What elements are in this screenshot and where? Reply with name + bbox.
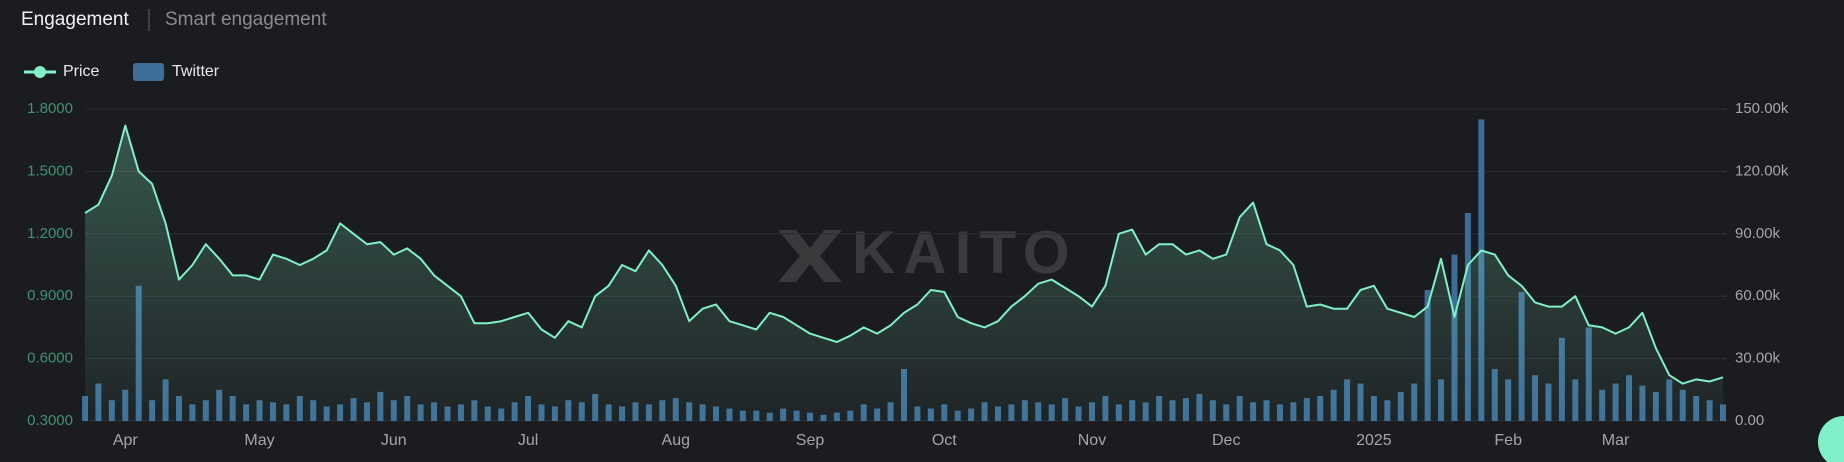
- watermark-logo: [778, 230, 842, 282]
- y2-tick-label: 150.00k: [1735, 100, 1789, 117]
- x-tick-label: Sep: [796, 432, 825, 449]
- y-tick-label: 0.6000: [27, 350, 73, 367]
- y2-tick-label: 60.00k: [1735, 287, 1781, 304]
- price-area: [85, 125, 1723, 421]
- legend-swatch: [133, 63, 164, 81]
- x-tick-label: Dec: [1212, 432, 1240, 449]
- x-tick-label: Mar: [1602, 432, 1630, 449]
- y2-tick-label: 90.00k: [1735, 225, 1781, 242]
- x-tick-label: Jun: [381, 432, 407, 449]
- x-tick-label: 2025: [1356, 432, 1392, 449]
- x-tick-label: May: [244, 432, 274, 449]
- legend-label: Price: [63, 63, 100, 80]
- tab[interactable]: Engagement: [21, 9, 129, 30]
- help-button[interactable]: [1818, 416, 1844, 462]
- y2-tick-label: 120.00k: [1735, 162, 1789, 179]
- legend-marker: [34, 66, 46, 78]
- y-tick-label: 1.2000: [27, 225, 73, 242]
- y-tick-label: 0.9000: [27, 287, 73, 304]
- y-tick-label: 1.5000: [27, 162, 73, 179]
- x-tick-label: Nov: [1078, 432, 1106, 449]
- y-tick-label: 1.8000: [27, 100, 73, 117]
- legend-label: Twitter: [172, 63, 220, 80]
- watermark: KAITO: [778, 219, 1078, 286]
- x-tick-label: Oct: [932, 432, 957, 449]
- y2-tick-label: 30.00k: [1735, 350, 1781, 367]
- tab[interactable]: Smart engagement: [165, 9, 327, 30]
- x-tick-label: Aug: [662, 432, 690, 449]
- y2-tick-label: 0.00: [1735, 412, 1764, 429]
- x-tick-label: Jul: [518, 432, 538, 449]
- y-tick-label: 0.3000: [27, 412, 73, 429]
- price-line: [84, 124, 1724, 385]
- watermark-text: KAITO: [852, 219, 1078, 286]
- x-tick-label: Apr: [113, 432, 139, 449]
- x-tick-label: Feb: [1494, 432, 1522, 449]
